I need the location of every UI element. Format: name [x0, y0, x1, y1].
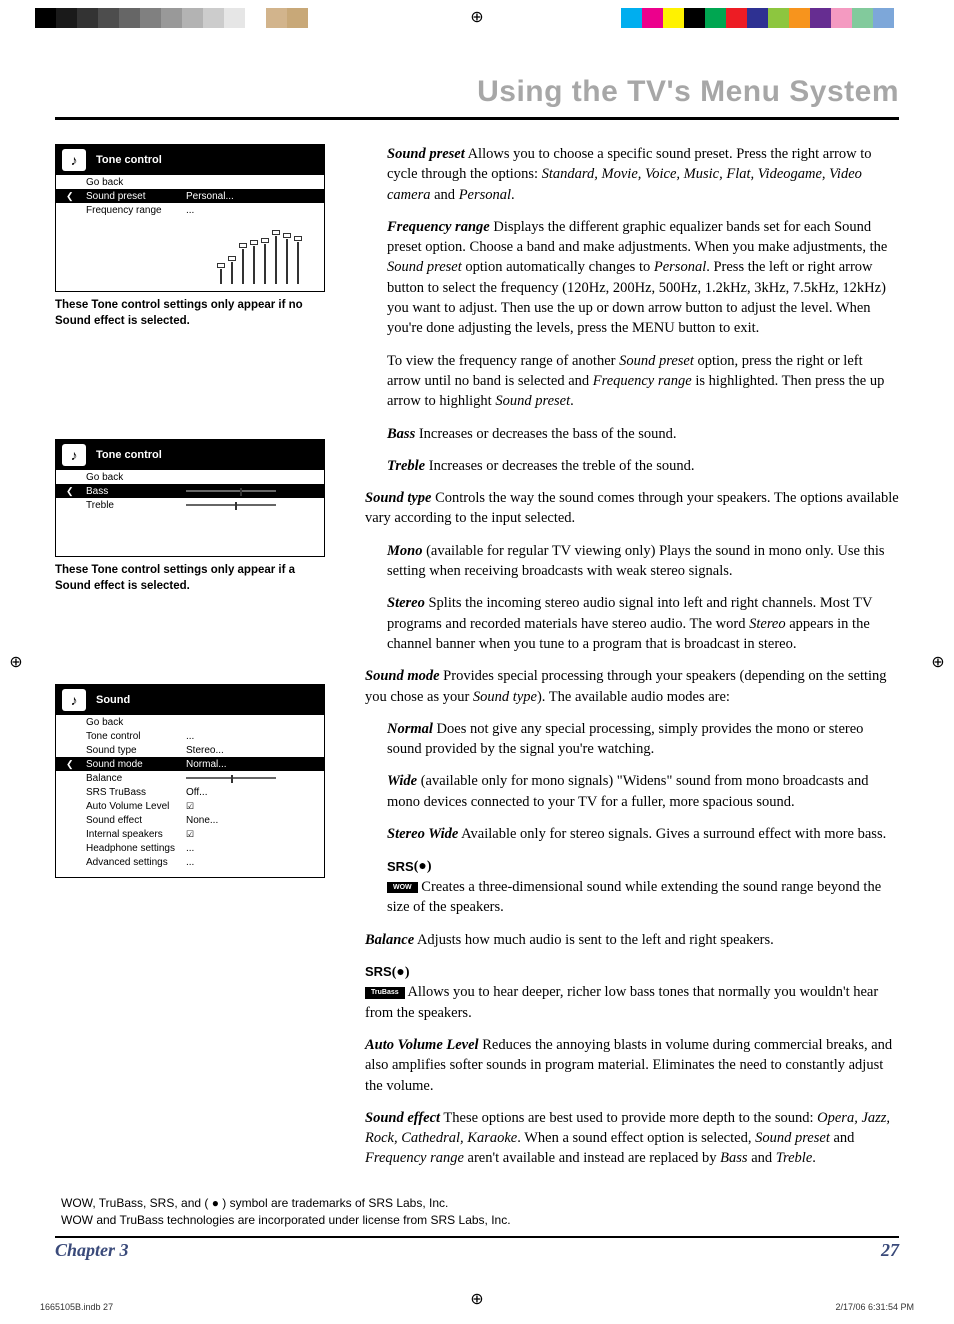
sound-icon: ♪ — [62, 689, 86, 711]
menu-row: Balance — [56, 771, 324, 785]
term-normal: Normal — [387, 721, 433, 737]
term-sound-effect: Sound effect — [365, 1110, 440, 1126]
page-title: Using the TV's Menu System — [55, 75, 899, 109]
equalizer-graphic — [56, 217, 324, 291]
menu-row: Sound modeNormal... — [56, 757, 324, 771]
menu-title: Tone control — [96, 449, 162, 461]
term-balance: Balance — [365, 932, 414, 948]
sound-icon: ♪ — [62, 149, 86, 171]
menu-row: Go back — [56, 175, 324, 189]
menu-row: SRS TruBassOff... — [56, 785, 324, 799]
srs-logo-icon: SRS — [387, 858, 414, 876]
menu-row: Go back — [56, 715, 324, 729]
term-stereo-wide: Stereo Wide — [387, 826, 458, 842]
menu-row: Go back — [56, 470, 324, 484]
print-footer: 1665105B.indb 27 2/17/06 6:31:54 PM — [40, 1302, 914, 1312]
srs-logo-icon: SRS — [365, 963, 392, 981]
menu-sound: ♪ Sound Go backTone control...Sound type… — [55, 684, 325, 878]
menu-row: Tone control... — [56, 729, 324, 743]
page-footer: Chapter 3 27 — [55, 1236, 899, 1261]
term-auto-volume: Auto Volume Level — [365, 1037, 479, 1053]
term-frequency-range: Frequency range — [387, 219, 490, 235]
trademark-footnote: WOW, TruBass, SRS, and ( ● ) symbol are … — [61, 1195, 899, 1229]
term-bass: Bass — [387, 426, 415, 442]
menu-header: ♪ Tone control — [56, 145, 324, 175]
menu-caption: These Tone control settings only appear … — [55, 563, 335, 594]
menu-caption: These Tone control settings only appear … — [55, 298, 335, 329]
menu-row: Headphone settings... — [56, 841, 324, 855]
title-rule — [55, 117, 899, 120]
term-sound-type: Sound type — [365, 490, 431, 506]
menu-row: Treble — [56, 498, 324, 512]
registration-mark-icon: ⊕ — [5, 651, 27, 673]
menu-row: Advanced settings... — [56, 855, 324, 869]
term-sound-preset: Sound preset — [387, 146, 465, 162]
menu-tone-control-1: ♪ Tone control Go backSound presetPerson… — [55, 144, 325, 292]
menu-title: Sound — [96, 694, 130, 706]
sound-icon: ♪ — [62, 444, 86, 466]
color-bar-grayscale — [35, 8, 308, 28]
menu-header: ♪ Tone control — [56, 440, 324, 470]
term-stereo: Stereo — [387, 595, 425, 611]
menu-row: Internal speakers☑ — [56, 827, 324, 841]
print-file: 1665105B.indb 27 — [40, 1302, 113, 1312]
term-mono: Mono — [387, 543, 422, 559]
menu-row: Sound typeStereo... — [56, 743, 324, 757]
term-wide: Wide — [387, 773, 417, 789]
registration-mark-icon: ⊕ — [466, 6, 488, 28]
print-date: 2/17/06 6:31:54 PM — [835, 1302, 914, 1312]
registration-mark-icon: ⊕ — [927, 651, 949, 673]
menu-row: Bass — [56, 484, 324, 498]
menu-row: Frequency range... — [56, 203, 324, 217]
menu-row: Sound effectNone... — [56, 813, 324, 827]
color-bar-colors — [621, 8, 894, 28]
menu-row: Auto Volume Level☑ — [56, 799, 324, 813]
trubass-pill: TruBass — [365, 987, 405, 999]
menu-header: ♪ Sound — [56, 685, 324, 715]
menu-row: Sound presetPersonal... — [56, 189, 324, 203]
body-text: Sound preset Allows you to choose a spec… — [365, 144, 899, 1181]
menu-tone-control-2: ♪ Tone control Go backBassTreble — [55, 439, 325, 557]
chapter-label: Chapter 3 — [55, 1240, 129, 1261]
term-treble: Treble — [387, 458, 425, 474]
wow-pill: WOW — [387, 882, 418, 894]
page-number: 27 — [881, 1240, 899, 1261]
menu-title: Tone control — [96, 154, 162, 166]
term-sound-mode: Sound mode — [365, 668, 440, 684]
